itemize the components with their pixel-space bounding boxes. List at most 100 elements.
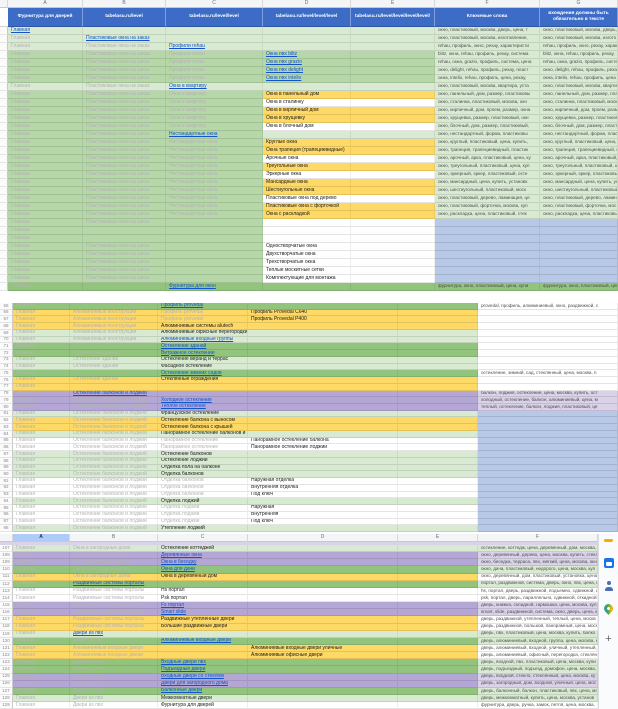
cell[interactable]: [248, 702, 398, 709]
cell[interactable]: [351, 99, 435, 107]
cell[interactable]: окно, арочный, арка, пластиковый,: [540, 155, 618, 163]
cell[interactable]: Межкомнатные двери: [158, 694, 248, 703]
cell[interactable]: Нестандартные окна: [166, 187, 263, 195]
cell[interactable]: Пластиковые окна под дерево: [263, 195, 351, 203]
cell[interactable]: Главная: [8, 91, 83, 99]
cell[interactable]: [398, 397, 478, 405]
cell[interactable]: [478, 424, 618, 431]
cell[interactable]: Главная: [13, 370, 70, 378]
cell[interactable]: Шестиугольные окна: [263, 187, 351, 195]
cell[interactable]: Главная: [13, 659, 70, 667]
cell[interactable]: [248, 430, 398, 438]
row-number[interactable]: 89: [0, 465, 13, 472]
cell[interactable]: [478, 518, 618, 526]
column-header[interactable]: C: [166, 0, 263, 8]
cell[interactable]: Нестандартные окна: [166, 155, 263, 163]
row-number[interactable]: [0, 155, 8, 163]
cell[interactable]: Остекление балконов: [158, 451, 248, 458]
cell[interactable]: psk, портал, дверь, параллельно, сдвижно…: [478, 594, 598, 603]
collapse-panel-icon[interactable]: [604, 539, 613, 542]
cell[interactable]: [398, 552, 478, 560]
cell[interactable]: Окна в квартиру: [166, 99, 263, 107]
cell[interactable]: Пластиковые окна на заказ: [83, 91, 166, 99]
cell[interactable]: [398, 417, 478, 425]
row-number[interactable]: 68: [0, 323, 13, 330]
cell[interactable]: окно, пластиковый, форточка, москва, куп: [435, 203, 540, 211]
cell[interactable]: [398, 437, 478, 445]
cell[interactable]: Внутренняя отделка: [248, 484, 398, 492]
cell[interactable]: Большие раздвижные двери: [158, 623, 248, 631]
cell[interactable]: окно, пластиковый, москва, кварти: [540, 83, 618, 91]
cell[interactable]: Остекление балконов и лоджий: [70, 511, 158, 519]
cell[interactable]: Пластиковые окна на заказ: [83, 43, 166, 51]
cell[interactable]: окно, панельный, дом, размер, пла: [540, 91, 618, 99]
cell[interactable]: [351, 27, 435, 35]
cell[interactable]: Главная: [13, 687, 70, 695]
cell[interactable]: [478, 350, 618, 357]
cell[interactable]: [248, 397, 398, 405]
cell[interactable]: [248, 356, 398, 364]
cell[interactable]: Главная: [13, 498, 70, 506]
cell[interactable]: Нестандартные окна: [166, 203, 263, 211]
cell[interactable]: [435, 251, 540, 259]
cell[interactable]: Главная: [13, 390, 70, 398]
cell[interactable]: Пластиковые окна на заказ: [83, 115, 166, 123]
cell[interactable]: окно, круглый, пластиковый, цена,: [540, 139, 618, 147]
row-number[interactable]: 88: [0, 458, 13, 465]
cell[interactable]: [398, 444, 478, 452]
cell[interactable]: [398, 630, 478, 638]
cell[interactable]: blitz, окна, rehau, профиль, рехау,: [540, 51, 618, 59]
row-number[interactable]: 93: [0, 492, 13, 499]
cell[interactable]: [398, 451, 478, 458]
cell[interactable]: [478, 505, 618, 512]
cell[interactable]: Главная: [8, 219, 83, 227]
cell[interactable]: [248, 303, 398, 310]
cell[interactable]: Главная: [8, 251, 83, 259]
cell[interactable]: Главная: [13, 580, 70, 588]
cell[interactable]: [248, 609, 398, 617]
cell[interactable]: Окна трапеция (трапециевидные): [263, 147, 351, 155]
cell[interactable]: Алюминиевые конструкции: [70, 309, 158, 317]
cell[interactable]: Окна пвх blitz: [263, 51, 351, 59]
cell[interactable]: [248, 329, 398, 337]
cell[interactable]: Арочные окна: [263, 155, 351, 163]
column-header[interactable]: E: [398, 534, 478, 542]
cell[interactable]: Пластиковые окна с форточкой: [263, 203, 351, 211]
cell[interactable]: Главная: [13, 377, 70, 384]
page-link[interactable]: Алюминиевые входные двери: [161, 637, 232, 644]
cell[interactable]: [351, 179, 435, 187]
cell[interactable]: [248, 623, 398, 631]
cell[interactable]: [83, 235, 166, 243]
row-number[interactable]: [0, 83, 8, 91]
cell[interactable]: Главная: [8, 283, 83, 291]
cell[interactable]: [158, 390, 248, 398]
cell[interactable]: Теплое остекление: [158, 404, 248, 411]
cell[interactable]: окно, пластиковый, москва, изгото: [540, 35, 618, 43]
cell[interactable]: Пластиковые окна на заказ: [83, 243, 166, 251]
sheet-header-cell[interactable]: вхождения должны быть обязательно в текс…: [540, 8, 618, 27]
cell[interactable]: Раздвижные системы порталы: [70, 616, 158, 624]
cell[interactable]: Панорамное остекление: [158, 444, 248, 452]
cell[interactable]: Раздвижные утепленные двери: [158, 616, 248, 624]
cell[interactable]: [248, 566, 398, 574]
cell[interactable]: Главная: [13, 559, 70, 567]
cell[interactable]: [351, 187, 435, 195]
cell[interactable]: окно, шестиугольный, пластиковый, моск: [435, 187, 540, 195]
cell[interactable]: [398, 498, 478, 506]
column-header[interactable]: D: [263, 0, 351, 8]
cell[interactable]: [398, 404, 478, 411]
cell[interactable]: Остекление балконов и лоджий: [70, 484, 158, 492]
cell[interactable]: Панорамное остекление балконов и лоджий: [158, 430, 248, 438]
cell[interactable]: окно, трапеция, трапециевидный, пластик: [435, 147, 540, 155]
cell[interactable]: Главная: [8, 83, 83, 91]
cell[interactable]: Пластиковые окна на заказ: [83, 131, 166, 139]
cell[interactable]: дверь, раздвижной, утепленный, теплый, ц…: [478, 616, 598, 624]
column-header[interactable]: E: [351, 0, 435, 8]
cell[interactable]: Двери из пвх: [70, 666, 158, 674]
cell[interactable]: Пластиковые окна на заказ: [83, 51, 166, 59]
cell[interactable]: дверь, алюминиевый, офисный, перегородка…: [478, 652, 598, 660]
cell[interactable]: Двери из пвх: [70, 673, 158, 681]
cell[interactable]: Главная: [8, 99, 83, 107]
cell[interactable]: окно, раскладка, цена, пластиковы: [540, 211, 618, 219]
cell[interactable]: Подъездные двери: [158, 666, 248, 674]
